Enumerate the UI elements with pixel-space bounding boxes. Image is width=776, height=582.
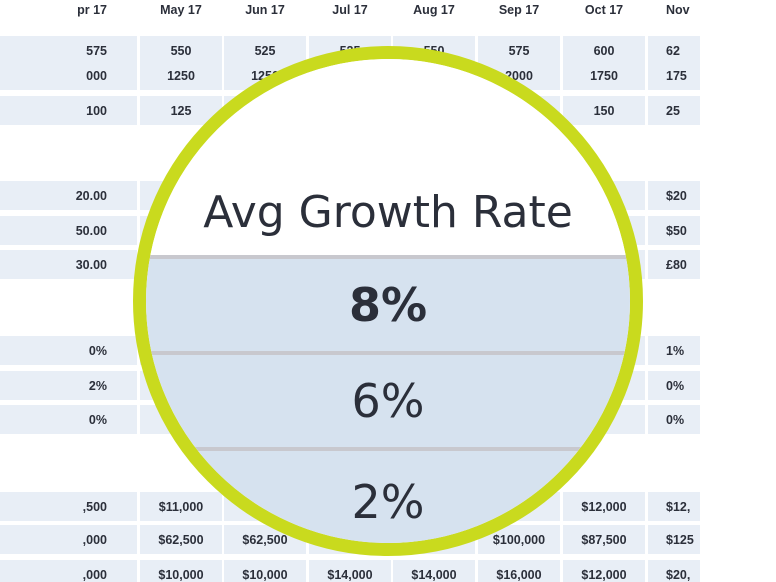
table-cell: 30.00 (0, 250, 137, 279)
column-header: May 17 (160, 3, 202, 17)
table-cell: 175 (648, 61, 700, 90)
table-cell: ,000 (0, 525, 137, 554)
column-header: Jul 17 (332, 3, 368, 17)
table-cell: 62 (648, 36, 700, 65)
table-cell: 0% (648, 371, 700, 400)
table-cell: 2% (0, 371, 137, 400)
table-cell: $16,000 (478, 560, 560, 582)
table-cell: $50 (648, 216, 700, 245)
lens-divider (146, 447, 630, 451)
lens-row-1: 8% (146, 259, 630, 351)
magnifier-lens: Avg Growth Rate 8% 6% 2% (133, 46, 643, 556)
column-header: pr 17 (77, 3, 107, 17)
table-cell: $10,000 (224, 560, 306, 582)
table-cell: 0% (0, 405, 137, 434)
table-cell: $125 (648, 525, 700, 554)
table-cell: 100 (0, 96, 137, 125)
growth-rate-value: 6% (351, 374, 425, 428)
lens-row-2: 6% (146, 355, 630, 447)
table-cell: $20, (648, 560, 700, 582)
table-cell: 25 (648, 96, 700, 125)
table-cell: 1% (648, 336, 700, 365)
table-cell: 20.00 (0, 181, 137, 210)
column-header: Oct 17 (584, 3, 624, 17)
table-cell: 575 (0, 36, 137, 65)
column-header: Nov (666, 3, 690, 17)
lens-title-band: Avg Growth Rate (146, 59, 630, 255)
avg-growth-rate-heading: Avg Growth Rate (203, 186, 573, 238)
table-cell: $20 (648, 181, 700, 210)
table-cell: 0% (0, 336, 137, 365)
column-header: Jun 17 (245, 3, 285, 17)
table-cell: 50.00 (0, 216, 137, 245)
lens-row-3: 2% (146, 451, 630, 543)
growth-rate-value: 8% (348, 278, 428, 332)
table-cell: $10,000 (140, 560, 222, 582)
lens-divider (146, 351, 630, 355)
table-cell: $12, (648, 492, 700, 521)
table-cell: ,500 (0, 492, 137, 521)
table-cell: $12,000 (563, 560, 645, 582)
table-cell: £80 (648, 250, 700, 279)
table-cell: $14,000 (309, 560, 391, 582)
lens-divider (146, 255, 630, 259)
table-cell: 0% (648, 405, 700, 434)
table-cell: $14,000 (393, 560, 475, 582)
column-header: Sep 17 (498, 3, 540, 17)
growth-rate-value: 2% (351, 475, 425, 529)
table-cell: ,000 (0, 560, 137, 582)
column-header: Aug 17 (413, 3, 455, 17)
table-cell: 000 (0, 61, 137, 90)
